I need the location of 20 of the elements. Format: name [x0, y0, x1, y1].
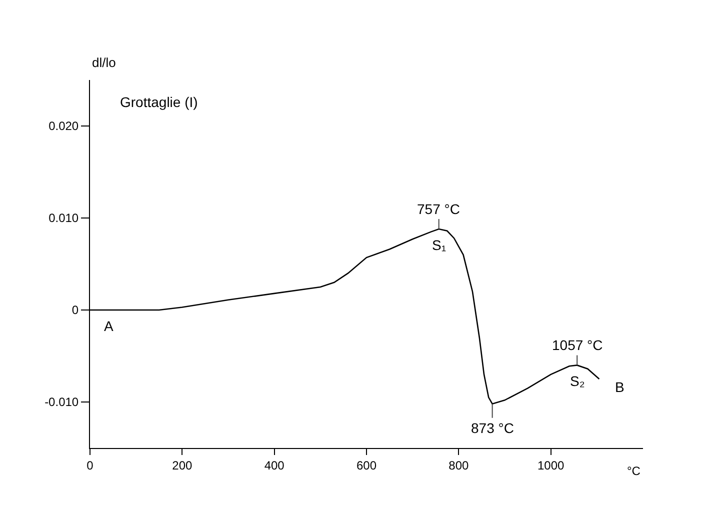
annotation: 757 °C [417, 201, 460, 217]
y-tick-label: -0.010 [44, 395, 79, 410]
x-tick-label: 0 [86, 458, 94, 472]
annotation: 873 °C [471, 420, 514, 436]
y-tick-label: 0 [72, 303, 79, 318]
annotation: A [104, 318, 114, 334]
annotation: B [615, 379, 624, 395]
x-tick-label: 600 [356, 458, 377, 472]
x-tick-label: 800 [448, 458, 469, 472]
x-tick-label: 400 [264, 458, 285, 472]
text: Grottaglie (I) [120, 94, 198, 110]
y-axis-title: dl/lo [92, 55, 116, 70]
y-tick-label: 0.010 [48, 211, 79, 226]
annotation: 1057 °C [552, 337, 603, 353]
annotation: S₁ [432, 237, 446, 253]
x-tick-label: 200 [172, 458, 192, 472]
x-axis-title: °C [627, 464, 641, 478]
annotation: S₂ [570, 373, 585, 389]
y-tick-label: 0.020 [48, 119, 79, 134]
x-tick-label: 1000 [537, 458, 564, 472]
